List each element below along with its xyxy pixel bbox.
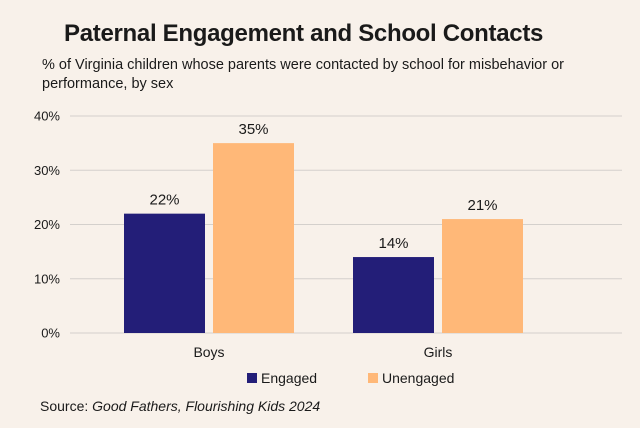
data-label: 35% [238,121,268,138]
legend-label-engaged: Engaged [261,370,317,386]
data-label: 14% [378,235,408,252]
bar-engaged-boys [124,213,205,333]
y-tick-label: 0% [41,326,60,341]
bar-engaged-girls [353,257,434,333]
x-category-label: Girls [424,344,453,360]
data-label: 22% [149,192,179,209]
y-tick-label: 40% [34,109,60,124]
chart-subtitle: % of Virginia children whose parents wer… [42,57,564,92]
y-tick-label: 10% [34,271,60,286]
source-prefix: Source: [40,398,93,414]
chart-title: Paternal Engagement and School Contacts [64,20,544,47]
legend-swatch-engaged [247,373,257,383]
legend-swatch-unengaged [368,373,378,383]
source-title: Good Fathers, Flourishing Kids 2024 [92,398,321,414]
bar-unengaged-boys [213,143,294,333]
x-category-label: Boys [193,344,224,360]
legend-label-unengaged: Unengaged [382,370,454,386]
bar-unengaged-girls [442,219,523,333]
y-tick-label: 30% [34,163,60,178]
source-note: Source: Good Fathers, Flourishing Kids 2… [40,398,320,414]
y-tick-label: 20% [34,217,60,232]
data-label: 21% [467,197,497,214]
